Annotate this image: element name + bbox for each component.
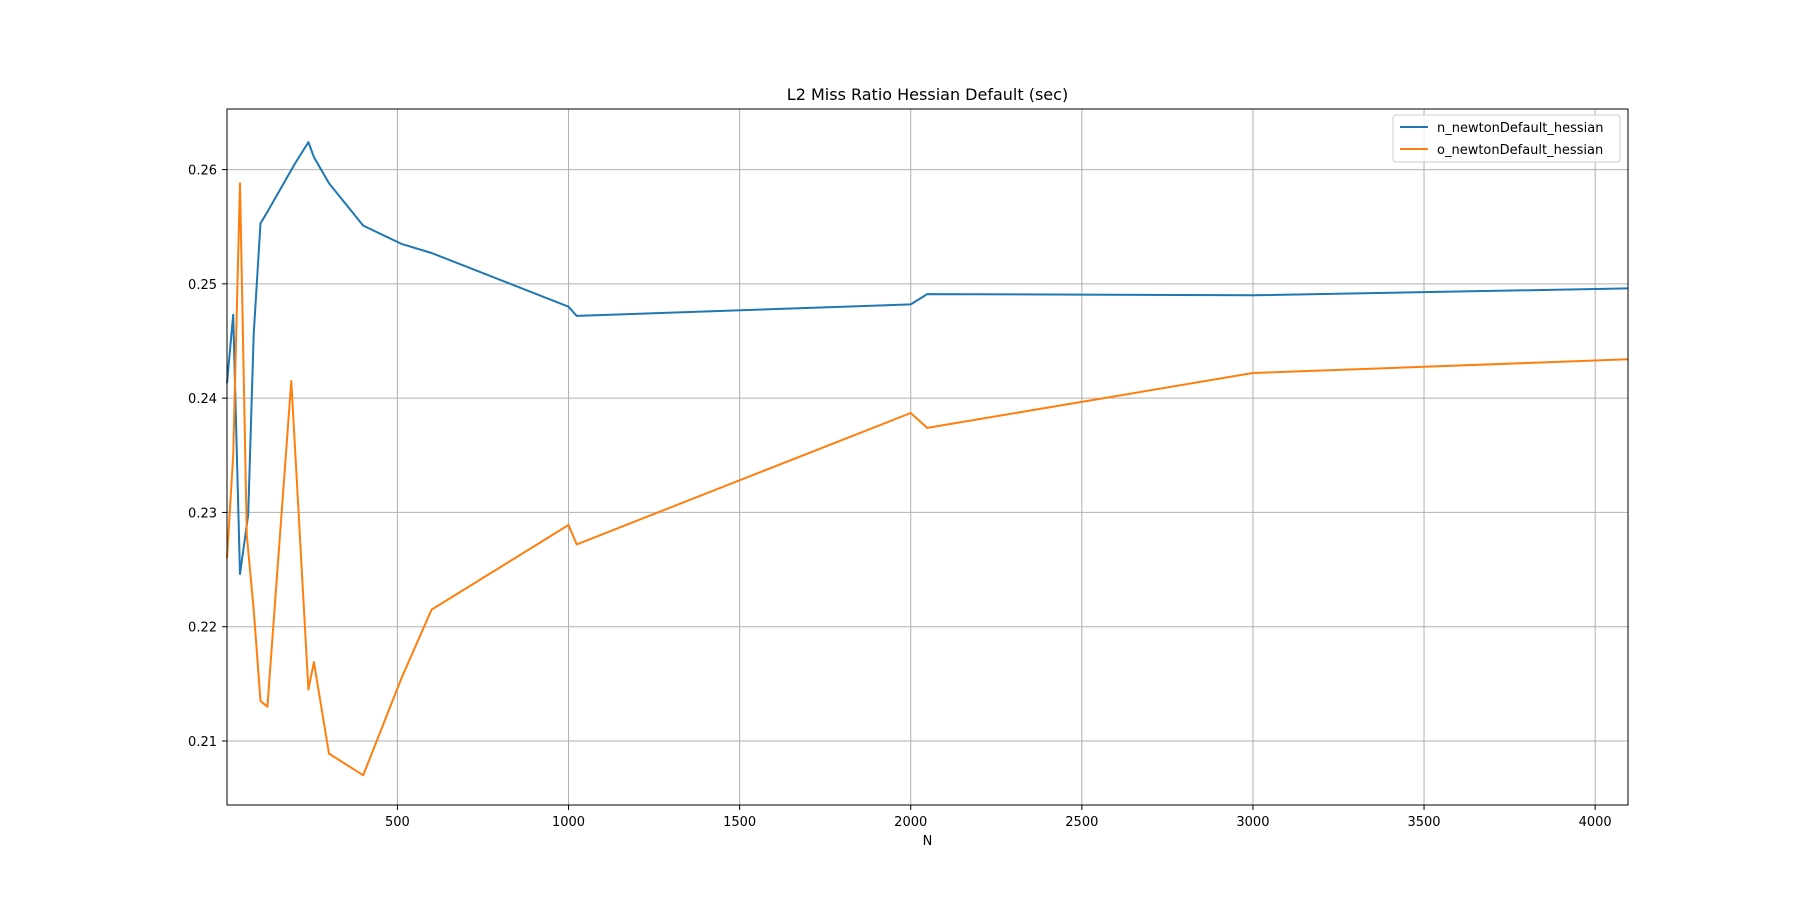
- x-tick-label: 3000: [1236, 815, 1269, 830]
- legend-box: [1392, 114, 1621, 163]
- y-tick-label: 0.21: [188, 735, 217, 750]
- y-tick-label: 0.24: [188, 392, 217, 407]
- x-tick-label: 2000: [894, 815, 927, 830]
- legend-label-o-newtondefault-hessian: o_newtonDefault_hessian: [1437, 143, 1603, 158]
- y-tick-label: 0.23: [188, 506, 217, 521]
- x-axis-label: N: [923, 834, 933, 849]
- x-tick-label: 3500: [1407, 815, 1440, 830]
- y-tick-label: 0.26: [188, 164, 217, 179]
- chart-title: L2 Miss Ratio Hessian Default (sec): [787, 85, 1068, 104]
- grid: [227, 109, 1628, 805]
- axis-ticks: 500 1000 1500 2000 2500 3000 3500 4000 0.21 0.22 0…: [188, 164, 1612, 830]
- x-tick-label: 1000: [552, 815, 585, 830]
- legend-label-n-newtondefault-hessian: n_newtonDefault_hessian: [1437, 121, 1604, 136]
- series-line-n-newtondefault-hessian: [226, 141, 1629, 576]
- y-tick-label: 0.25: [188, 278, 217, 293]
- series-line-o-newtondefault-hessian: [226, 182, 1629, 777]
- plot-frame: [226, 108, 1629, 806]
- series-lines: [226, 141, 1629, 777]
- x-tick-label: 2500: [1065, 815, 1098, 830]
- legend: n_newtonDefault_hessian o_newtonDefault_…: [1392, 114, 1621, 163]
- x-tick-label: 4000: [1579, 815, 1612, 830]
- x-tick-label: 1500: [723, 815, 756, 830]
- y-tick-label: 0.22: [188, 621, 217, 636]
- x-tick-label: 500: [385, 815, 410, 830]
